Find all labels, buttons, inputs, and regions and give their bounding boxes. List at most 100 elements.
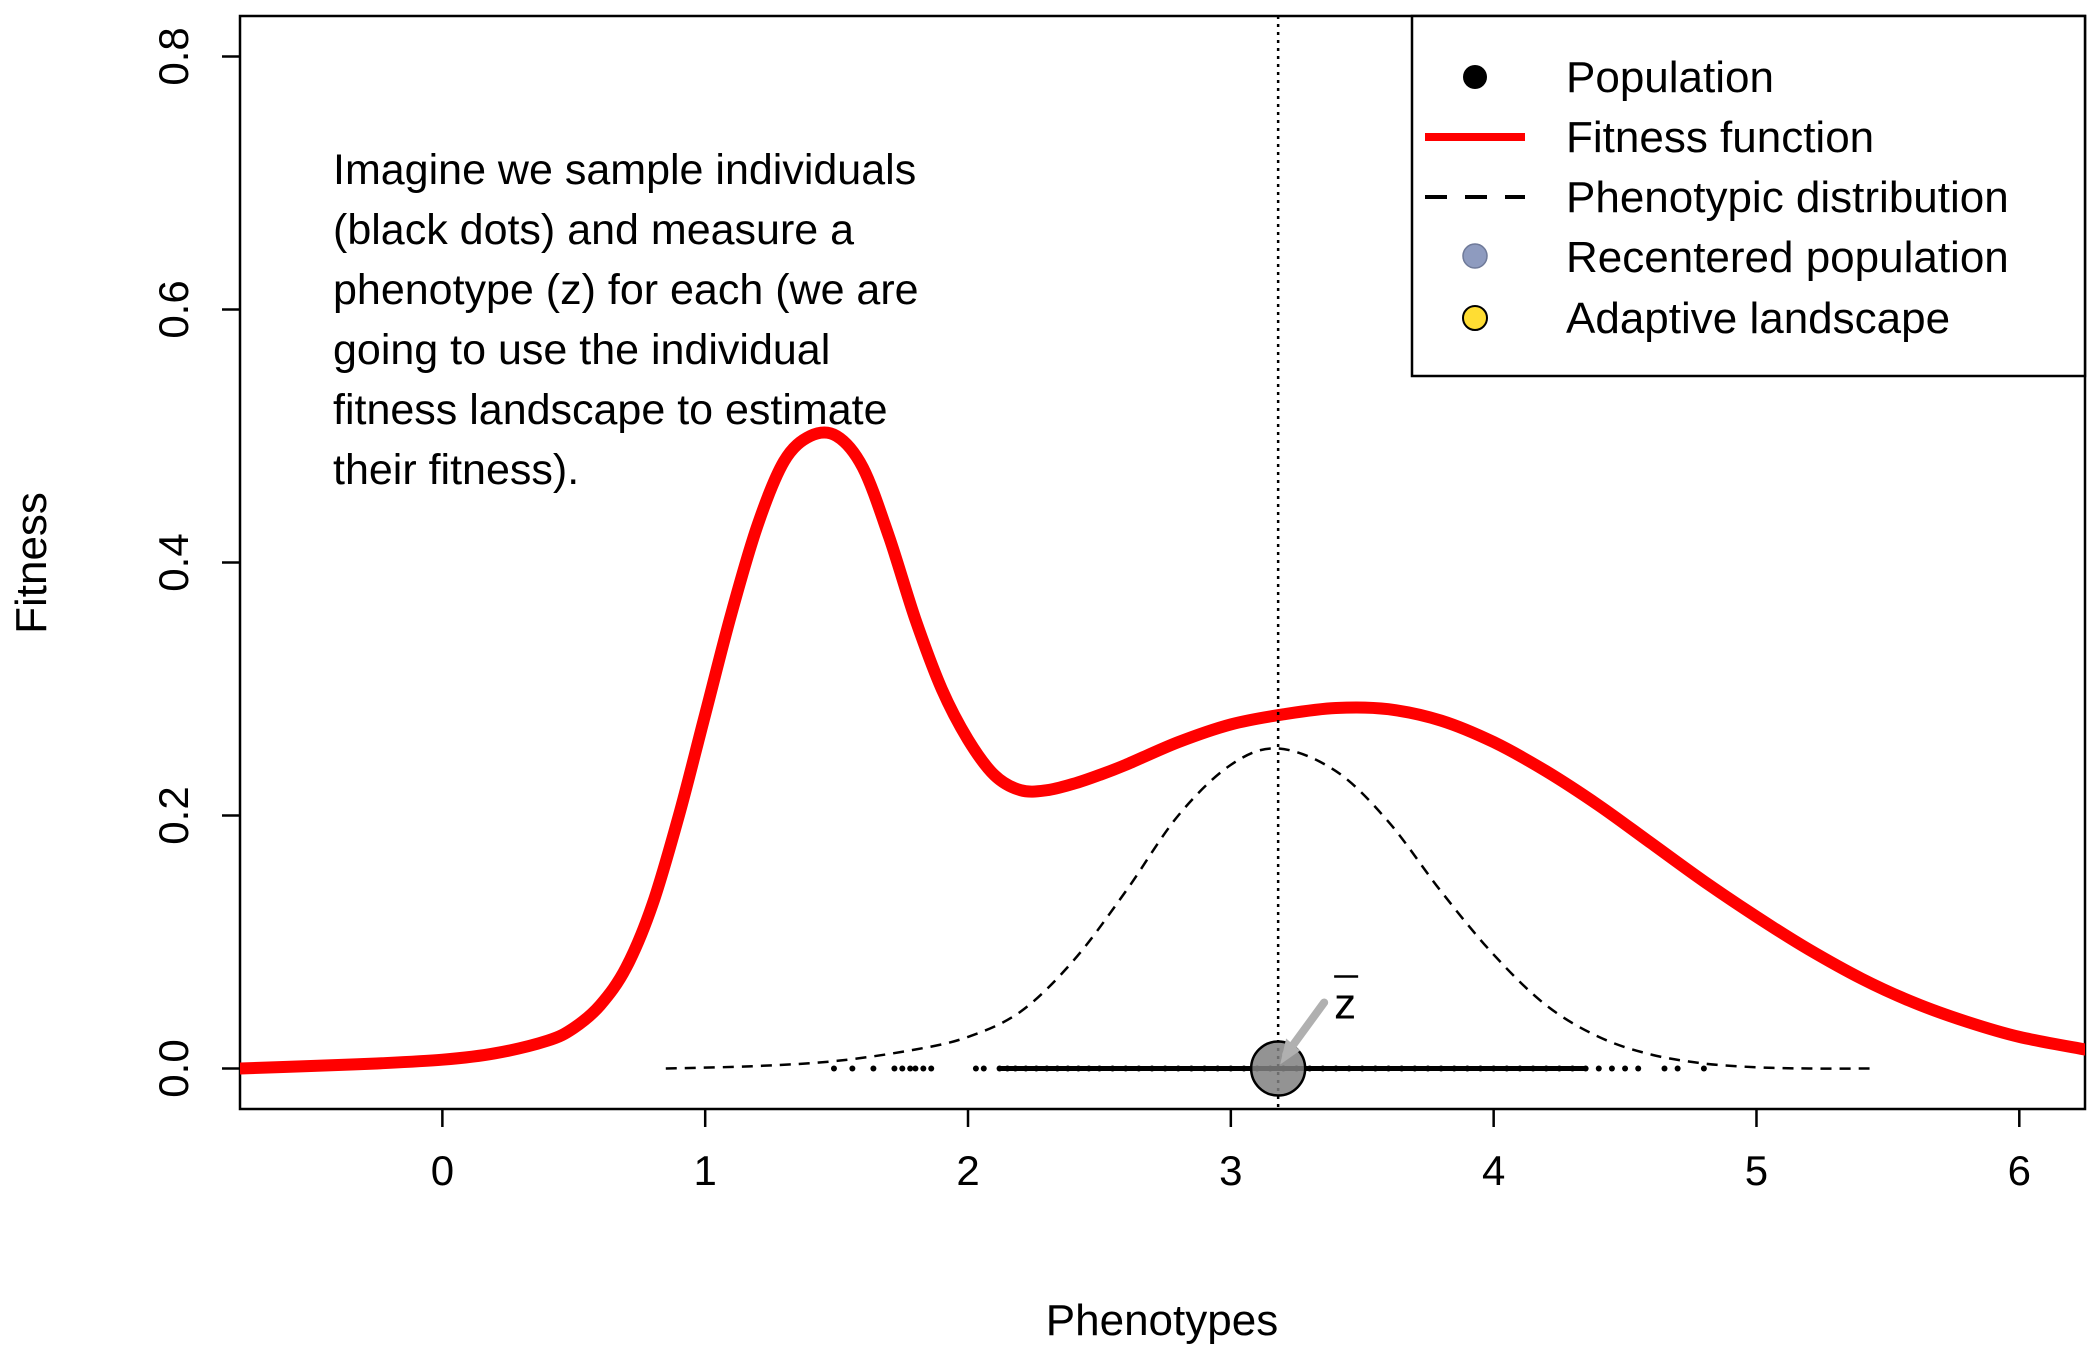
population-point: [830, 1065, 837, 1072]
y-axis: 0.0 0.2 0.4 0.6 0.8: [150, 27, 240, 1098]
phenotypic-distribution-line: [665, 747, 1875, 1070]
legend-label: Recentered population: [1566, 233, 2009, 282]
population-point: [1306, 1065, 1313, 1072]
population-point: [1004, 1065, 1011, 1072]
population-point: [1569, 1065, 1576, 1072]
y-tick-label: 0.4: [150, 533, 197, 591]
population-point: [1240, 1065, 1247, 1072]
annotation-line: phenotype (z) for each (we are: [333, 266, 919, 314]
population-point: [928, 1065, 935, 1072]
mean-label: z: [1334, 980, 1356, 1029]
mean-arrowhead: [1280, 1038, 1301, 1065]
y-tick-label: 0.2: [150, 786, 197, 844]
population-point: [870, 1065, 877, 1072]
population-point: [1490, 1065, 1497, 1072]
population-point: [1085, 1065, 1092, 1072]
population-point: [1043, 1065, 1050, 1072]
population-point: [1188, 1065, 1195, 1072]
population-point: [1582, 1065, 1589, 1072]
population-point: [1503, 1065, 1510, 1072]
population-point: [1096, 1065, 1103, 1072]
population-point: [920, 1065, 927, 1072]
legend-label: Phenotypic distribution: [1566, 173, 2009, 222]
legend-symbol-adaptive-landscape: [1462, 305, 1488, 331]
population-point: [1064, 1065, 1071, 1072]
y-tick-label: 0.8: [150, 27, 197, 85]
population-point: [912, 1065, 919, 1072]
population-point: [1372, 1065, 1379, 1072]
population-point: [1135, 1065, 1142, 1072]
population-point: [1674, 1065, 1681, 1072]
fitness-function-line: [240, 426, 2085, 1075]
x-tick-label: 6: [2008, 1147, 2031, 1194]
population-point: [1359, 1065, 1366, 1072]
annotation-line: their fitness).: [333, 446, 579, 494]
population-point: [1332, 1065, 1339, 1072]
population-point: [980, 1065, 987, 1072]
legend-label: Fitness function: [1566, 113, 1874, 162]
annotation-line: going to use the individual: [333, 326, 830, 374]
population-point: [1661, 1065, 1668, 1072]
plot-area: z: [240, 16, 2085, 1109]
population-point: [1162, 1065, 1169, 1072]
x-tick-label: 3: [1219, 1147, 1242, 1194]
population-point: [891, 1065, 898, 1072]
population-point: [1075, 1065, 1082, 1072]
annotation-line: Imagine we sample individuals: [333, 146, 916, 194]
population-point: [1227, 1065, 1234, 1072]
population-point: [996, 1065, 1003, 1072]
population-point: [1451, 1065, 1458, 1072]
population-point: [1438, 1065, 1445, 1072]
population-point: [1033, 1065, 1040, 1072]
population-point: [1530, 1065, 1537, 1072]
x-tick-label: 5: [1745, 1147, 1768, 1194]
population-point: [1346, 1065, 1353, 1072]
population-point: [1012, 1065, 1019, 1072]
y-axis-label: Fitness: [7, 492, 56, 634]
population-point: [907, 1065, 914, 1072]
y-tick-label: 0.6: [150, 280, 197, 338]
population-point: [1148, 1065, 1155, 1072]
population-point: [1543, 1065, 1550, 1072]
population-point: [1700, 1065, 1707, 1072]
x-axis-label: Phenotypes: [1046, 1296, 1278, 1345]
x-tick-label: 1: [694, 1147, 717, 1194]
population-point: [1022, 1065, 1029, 1072]
population-point: [1398, 1065, 1405, 1072]
population-point: [1477, 1065, 1484, 1072]
population-point: [1556, 1065, 1563, 1072]
population-point: [1385, 1065, 1392, 1072]
x-axis: 0 1 2 3 4 5 6: [431, 1109, 2031, 1194]
annotation: Imagine we sample individuals (black dot…: [333, 146, 919, 494]
legend-symbol-population: [1463, 65, 1487, 89]
population-point: [1516, 1065, 1523, 1072]
population-point: [1424, 1065, 1431, 1072]
population-point: [1608, 1065, 1615, 1072]
population-point: [1464, 1065, 1471, 1072]
annotation-line: (black dots) and measure a: [333, 206, 854, 254]
population-point: [1622, 1065, 1629, 1072]
y-tick-label: 0.0: [150, 1039, 197, 1097]
population-point: [1214, 1065, 1221, 1072]
legend-symbol-recentered-population: [1462, 243, 1488, 269]
population-point: [1054, 1065, 1061, 1072]
population-point: [1411, 1065, 1418, 1072]
legend-label: Population: [1566, 53, 1774, 102]
annotation-line: fitness landscape to estimate: [333, 386, 888, 434]
population-point: [1175, 1065, 1182, 1072]
population-point: [972, 1065, 979, 1072]
legend: Population Fitness function Phenotypic d…: [1410, 14, 2087, 378]
x-tick-label: 4: [1482, 1147, 1505, 1194]
plot-content: [240, 16, 2085, 1109]
population-point: [1635, 1065, 1642, 1072]
x-tick-label: 2: [956, 1147, 979, 1194]
x-tick-label: 0: [431, 1147, 454, 1194]
population-point: [1319, 1065, 1326, 1072]
legend-label: Adaptive landscape: [1566, 294, 1950, 343]
population-point: [1109, 1065, 1116, 1072]
population-point: [899, 1065, 906, 1072]
population-point: [1201, 1065, 1208, 1072]
population-point: [1595, 1065, 1602, 1072]
population-point: [1122, 1065, 1129, 1072]
